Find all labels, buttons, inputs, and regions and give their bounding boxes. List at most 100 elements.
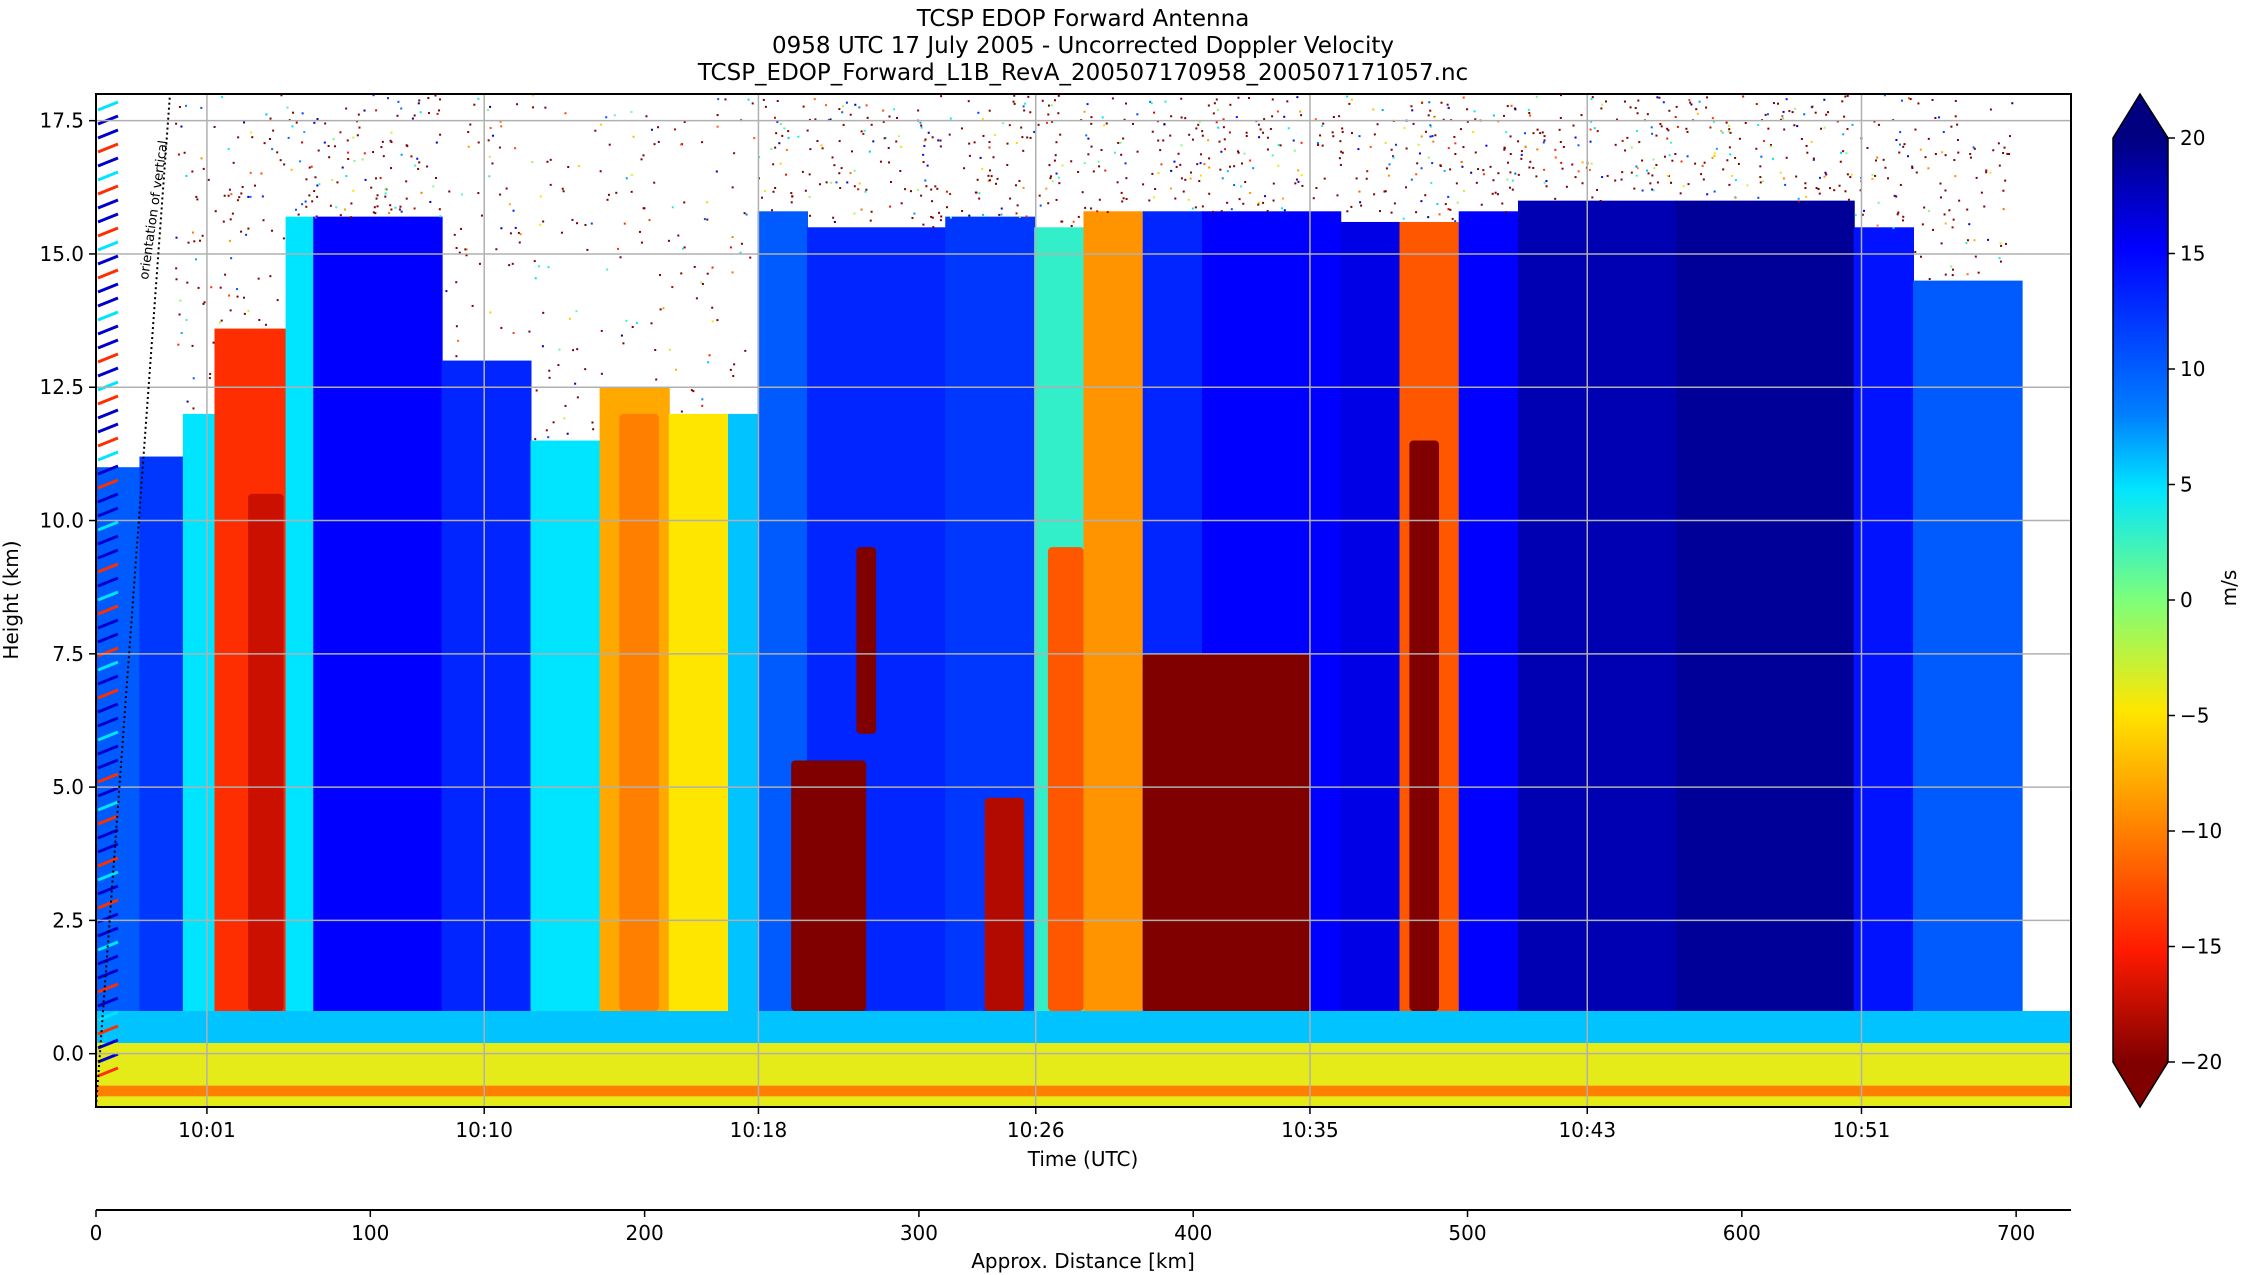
speckle-dot xyxy=(1841,100,1844,103)
speckle-dot xyxy=(347,151,350,154)
speckle-dot xyxy=(1436,203,1439,206)
speckle-dot xyxy=(411,117,414,120)
speckle-dot xyxy=(1873,120,1876,123)
speckle-dot xyxy=(1474,118,1477,121)
speckle-dot xyxy=(1081,191,1084,194)
speckle-dot xyxy=(1599,199,1602,202)
speckle-dot xyxy=(711,306,714,309)
speckle-dot xyxy=(541,345,544,348)
orientation-dash xyxy=(97,422,119,434)
speckle-dot xyxy=(1591,96,1594,99)
speckle-dot xyxy=(1221,177,1224,180)
speckle-dot xyxy=(376,194,379,197)
speckle-dot xyxy=(575,310,578,313)
speckle-dot xyxy=(557,364,560,367)
downdraft-core-0 xyxy=(248,493,284,1012)
orientation-dash xyxy=(97,772,119,784)
speckle-dot xyxy=(280,94,283,97)
orientation-dash xyxy=(97,954,119,966)
speckle-dot xyxy=(1517,173,1520,176)
speckle-dot xyxy=(253,184,256,187)
speckle-dot xyxy=(1703,161,1706,164)
speckle-dot xyxy=(1666,174,1669,177)
speckle-dot xyxy=(249,195,252,198)
speckle-dot xyxy=(1646,113,1649,116)
speckle-dot xyxy=(405,197,408,200)
orientation-dash xyxy=(97,548,119,560)
speckle-dot xyxy=(988,109,991,112)
speckle-dot xyxy=(489,127,492,130)
speckle-dot xyxy=(1987,238,1990,241)
velocity-column-0 xyxy=(96,467,141,1017)
speckle-dot xyxy=(283,163,286,166)
speckle-dot xyxy=(1339,163,1342,166)
speckle-dot xyxy=(247,195,250,198)
speckle-dot xyxy=(230,193,233,196)
speckle-dot xyxy=(818,183,821,186)
speckle-dot xyxy=(1902,215,1905,218)
speckle-dot xyxy=(887,147,890,150)
speckle-dot xyxy=(801,170,804,173)
speckle-dot xyxy=(1744,121,1747,124)
speckle-dot xyxy=(382,155,385,158)
speckle-dot xyxy=(1527,108,1530,111)
speckle-dot xyxy=(316,184,319,187)
y-tick-label: 7.5 xyxy=(52,642,84,666)
speckle-dot xyxy=(600,123,603,126)
speckle-dot xyxy=(850,150,853,153)
speckle-dot xyxy=(1759,181,1762,184)
speckle-dot xyxy=(961,210,964,213)
speckle-dot xyxy=(1899,143,1902,146)
speckle-dot xyxy=(1059,133,1062,136)
speckle-dot xyxy=(1590,98,1593,101)
speckle-dot xyxy=(1911,167,1914,170)
speckle-dot xyxy=(1443,169,1446,172)
speckle-dot xyxy=(1969,153,1972,156)
speckle-dot xyxy=(535,389,538,392)
speckle-dot xyxy=(1784,183,1787,186)
speckle-dot xyxy=(888,115,891,118)
speckle-dot xyxy=(323,141,326,144)
speckle-dot xyxy=(390,141,393,144)
speckle-dot xyxy=(1845,152,1848,155)
speckle-dot xyxy=(949,117,952,120)
speckle-dot xyxy=(375,177,378,180)
speckle-dot xyxy=(1489,165,1492,168)
speckle-dot xyxy=(1236,150,1239,153)
speckle-dot xyxy=(1257,123,1260,126)
speckle-dot xyxy=(677,234,680,237)
speckle-dot xyxy=(272,129,275,132)
speckle-dot xyxy=(1341,130,1344,133)
distance-tick-label: 300 xyxy=(900,1221,938,1245)
speckle-dot xyxy=(175,278,178,281)
speckle-dot xyxy=(791,195,794,198)
speckle-dot xyxy=(1919,255,1922,258)
speckle-dot xyxy=(615,191,618,194)
speckle-dot xyxy=(514,226,517,229)
speckle-dot xyxy=(1701,164,1704,167)
speckle-dot xyxy=(417,102,420,105)
speckle-dot xyxy=(779,123,782,126)
speckle-dot xyxy=(282,237,285,240)
speckle-dot xyxy=(352,189,355,192)
speckle-dot xyxy=(1954,115,1957,118)
speckle-dot xyxy=(381,140,384,143)
speckle-dot xyxy=(882,109,885,112)
speckle-dot xyxy=(1390,211,1393,214)
speckle-dot xyxy=(1022,149,1025,152)
speckle-dot xyxy=(778,142,781,145)
speckle-dot xyxy=(291,125,294,128)
speckle-dot xyxy=(1506,178,1509,181)
speckle-dot xyxy=(584,223,587,226)
speckle-dot xyxy=(1012,100,1015,103)
distance-tick-label: 0 xyxy=(90,1221,103,1245)
x-axis-label: Time (UTC) xyxy=(1027,1147,1139,1171)
speckle-dot xyxy=(1895,195,1898,198)
orientation-strip xyxy=(97,100,119,1078)
orientation-dash xyxy=(97,212,119,224)
speckle-dot xyxy=(865,188,868,191)
speckle-dot xyxy=(1543,168,1546,171)
speckle-dot xyxy=(690,389,693,392)
orientation-dash xyxy=(97,1052,119,1064)
speckle-dot xyxy=(1759,176,1762,179)
